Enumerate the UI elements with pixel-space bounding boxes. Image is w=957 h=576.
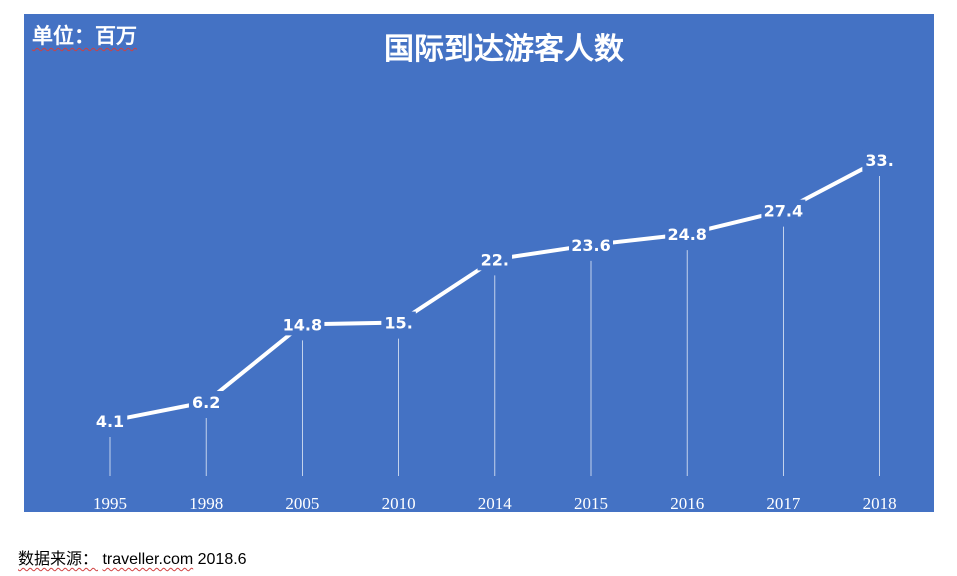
data-label-bg-2014 (477, 248, 513, 271)
x-tick-label-1995: 1995 (93, 494, 127, 512)
data-label-1998: 6.2 (192, 393, 220, 412)
x-tick-label-2017: 2017 (766, 494, 801, 512)
x-tick-label-2014: 2014 (478, 494, 513, 512)
unit-label: 单位：百万 (32, 24, 137, 48)
data-label-bg-2018 (862, 149, 897, 172)
line-chart: 4.1 6.2 14.8 15. 22. 23.6 24.8 27.4 33. 1995 1998 2… (92, 149, 897, 512)
data-label-bg-2010 (381, 311, 416, 334)
data-label-1995: 4.1 (96, 412, 124, 431)
data-label-2015: 23.6 (571, 236, 610, 255)
data-label-bg-1995 (92, 409, 128, 432)
data-label-bg-2005 (280, 313, 325, 336)
data-label-2018: 33. (865, 151, 893, 170)
source-note: 数据来源： traveller.com 2018.6 (18, 549, 247, 571)
data-label-bg-1998 (188, 391, 224, 414)
source-site: traveller.com (102, 551, 194, 568)
x-tick-label-2016: 2016 (670, 494, 704, 512)
x-tick-label-2018: 2018 (863, 494, 897, 512)
data-label-bg-2015 (569, 233, 613, 256)
chart-title: 国际到达游客人数 (384, 32, 624, 67)
chart-panel: 单位：百万 国际到达游客人数 4.1 6.2 14.8 15. 22. 23.6 24.8 2… (24, 14, 934, 512)
data-label-bg-2016 (665, 223, 710, 246)
x-tick-label-2010: 2010 (382, 494, 416, 512)
data-label-2005: 14.8 (283, 315, 322, 334)
x-tick-label-2015: 2015 (574, 494, 608, 512)
data-label-2017: 27.4 (764, 202, 803, 221)
data-label-2016: 24.8 (667, 225, 706, 244)
x-tick-label-2005: 2005 (285, 494, 319, 512)
data-label-2010: 15. (384, 314, 412, 333)
x-tick-label-1998: 1998 (189, 494, 223, 512)
source-prefix: 数据来源： (18, 551, 99, 568)
source-date: 2018.6 (197, 551, 247, 568)
data-label-bg-2017 (761, 199, 806, 222)
data-label-2014: 22. (481, 250, 509, 269)
